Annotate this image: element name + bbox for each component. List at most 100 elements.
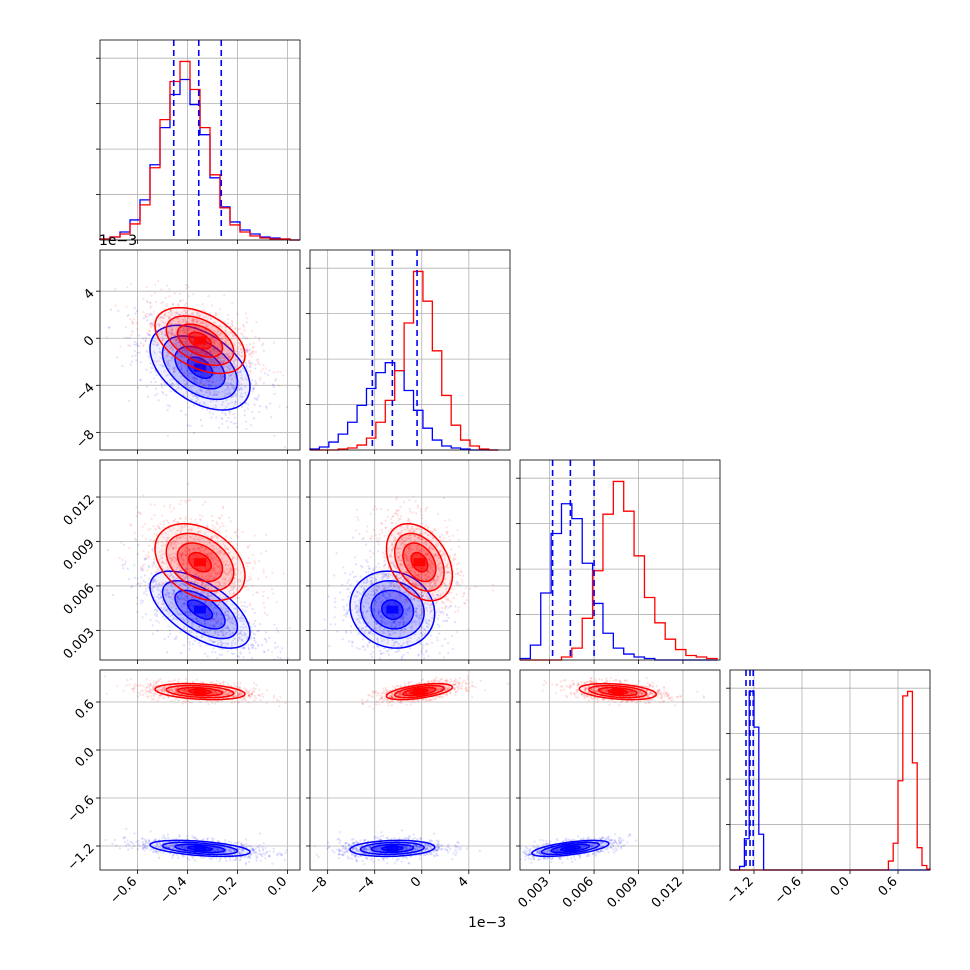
scatter-point — [224, 610, 227, 613]
scatter-point — [377, 610, 380, 613]
scatter-point — [205, 629, 208, 632]
scatter-point — [413, 621, 416, 624]
scatter-point — [178, 343, 181, 346]
scatter-point — [425, 642, 428, 645]
scatter-point — [226, 573, 229, 577]
scatter-point — [216, 356, 219, 360]
scatter-point — [218, 334, 222, 337]
scatter-point — [145, 349, 148, 352]
scatter-point — [234, 597, 238, 600]
scatter-point — [219, 373, 222, 377]
scatter-point — [175, 595, 178, 599]
scatter-point — [203, 604, 206, 607]
scatter-point — [229, 355, 233, 358]
scatter-point — [203, 353, 206, 356]
scatter-point — [159, 330, 163, 333]
scatter-point — [239, 348, 242, 351]
scatter-point — [250, 355, 254, 358]
scatter-point — [165, 354, 168, 357]
scatter-point — [223, 581, 226, 584]
scatter-point — [362, 604, 365, 607]
scatter-point — [163, 312, 166, 315]
scatter-point — [231, 302, 234, 305]
scatter-point — [244, 312, 247, 315]
scatter-point — [190, 527, 194, 530]
scatter-point — [165, 394, 168, 397]
scatter-point — [188, 551, 191, 554]
scatter-point — [276, 645, 279, 649]
scatter-point — [224, 412, 227, 415]
scatter-point — [141, 564, 144, 568]
scatter-point — [416, 504, 420, 507]
scatter-point — [167, 362, 170, 365]
scatter-point — [185, 546, 188, 549]
scatter-point — [184, 518, 187, 521]
scatter-point — [135, 309, 139, 313]
scatter-point — [221, 417, 224, 421]
scatter-point — [142, 343, 145, 346]
scatter-point — [204, 610, 207, 613]
scatter-point — [402, 654, 405, 657]
scatter-point — [399, 628, 403, 631]
scatter-point — [279, 657, 282, 660]
scatter-point — [227, 552, 230, 555]
scatter-point — [253, 534, 257, 537]
scatter-point — [226, 643, 230, 646]
scatter-point — [179, 536, 182, 539]
scatter-point — [224, 353, 227, 356]
scatter-point — [429, 634, 433, 637]
scatter-point — [245, 344, 248, 347]
scatter-point — [152, 350, 155, 353]
scatter-point — [238, 327, 242, 330]
scatter-point — [423, 657, 426, 660]
scatter-point — [172, 527, 175, 530]
scatter-point — [377, 562, 380, 565]
scatter-point — [166, 408, 169, 411]
histogram-red-p2 — [310, 270, 499, 451]
scatter-point — [231, 582, 234, 585]
scatter-point — [378, 597, 381, 600]
scatter-point — [218, 517, 222, 520]
contour-line-blue — [161, 335, 239, 401]
scatter-point — [151, 590, 154, 593]
scatter-point — [265, 405, 268, 408]
scatter-point — [162, 365, 165, 368]
scatter-point — [142, 345, 145, 348]
scatter-point — [243, 329, 246, 332]
scatter-point — [209, 349, 212, 352]
scatter-point — [208, 574, 211, 578]
scatter-point — [269, 402, 272, 405]
scatter-point — [199, 644, 202, 648]
scatter-point — [410, 577, 413, 580]
scatter-point — [172, 507, 176, 510]
scatter-point — [139, 378, 142, 381]
scatter-point — [184, 499, 187, 502]
scatter-point — [179, 552, 182, 556]
scatter-point — [380, 637, 383, 640]
scatter-point — [188, 648, 191, 651]
scatter-point — [159, 606, 163, 610]
scatter-point — [230, 574, 234, 577]
scatter-point — [224, 392, 227, 395]
scatter-point — [216, 350, 219, 353]
scatter-point — [229, 331, 232, 334]
scatter-point — [166, 404, 170, 407]
scatter-point — [229, 648, 233, 651]
scatter-point — [416, 615, 419, 618]
scatter-point — [406, 600, 409, 603]
scatter-point — [221, 506, 224, 509]
scatter-point — [430, 585, 434, 588]
scatter-point — [176, 521, 180, 524]
scatter-point — [175, 363, 178, 366]
scatter-point — [201, 583, 204, 586]
scatter-point — [358, 532, 361, 536]
scatter-point — [248, 604, 251, 607]
scatter-point — [373, 593, 376, 596]
scatter-point — [219, 357, 222, 360]
scatter-point — [222, 627, 225, 630]
scatter-point — [182, 583, 185, 586]
scatter-point — [370, 593, 373, 596]
scatter-point — [182, 328, 185, 331]
scatter-point — [128, 399, 131, 402]
scatter-point — [153, 532, 156, 536]
